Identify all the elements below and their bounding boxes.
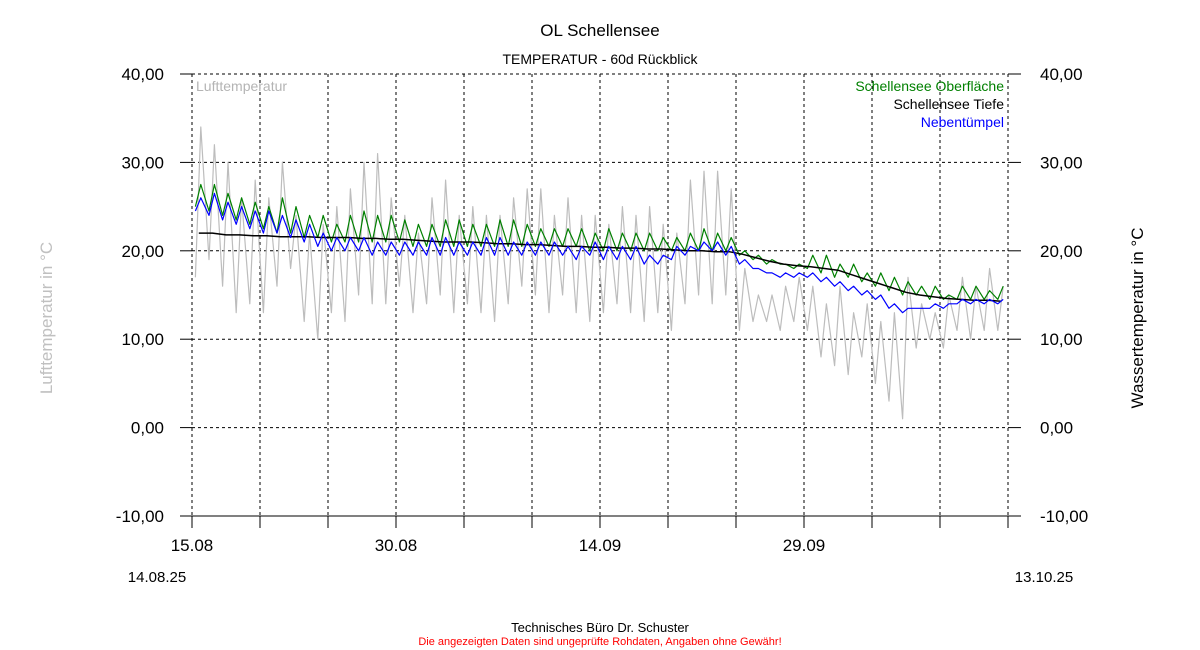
y-tick-label-left: 30,00 [121,153,164,172]
chart-subtitle: TEMPERATUR - 60d Rückblick [502,51,698,67]
y-tick-label-left: 10,00 [121,330,164,349]
legend-oberflaeche: Schellensee Oberfläche [855,78,1004,94]
x-tick-label: 29.09 [783,536,826,555]
series-lufttemperatur [194,126,1004,420]
start-date: 14.08.25 [128,569,186,586]
y-tick-label-left: 40,00 [121,65,164,84]
chart-title: OL Schellensee [540,21,659,40]
axes: 40,00 40,00 30,00 30,00 20,00 20,00 10,00 10,00… [116,65,1088,555]
y-tick-label-right: 30,00 [1040,153,1083,172]
x-tick-label: 30.08 [375,536,418,555]
y-tick-label-left: -10,00 [116,507,164,526]
y-tick-label-left: 20,00 [121,242,164,261]
legend-tiefe: Schellensee Tiefe [893,96,1004,112]
y-tick-label-right: 40,00 [1040,65,1083,84]
series-lines [194,126,1004,420]
y-axis-left-label: Lufttemperatur in °C [37,242,56,394]
x-tick-label: 14.09 [579,536,622,555]
series-nebent-mpel [194,192,1004,314]
y-tick-label-right: 0,00 [1040,419,1073,438]
grid [191,73,1009,517]
y-axis-right-label: Wassertemperatur in °C [1128,228,1147,409]
y-tick-label-left: 0,00 [131,419,164,438]
y-tick-label-right: 20,00 [1040,242,1083,261]
series-schellensee-tiefe [198,232,1002,302]
y-tick-label-right: -10,00 [1040,507,1088,526]
x-tick-label: 15.08 [171,536,214,555]
end-date: 13.10.25 [1015,569,1073,586]
legend-lufttemperatur: Lufttemperatur [196,78,287,94]
footer-company: Technisches Büro Dr. Schuster [511,620,689,635]
y-tick-label-right: 10,00 [1040,330,1083,349]
footer-disclaimer: Die angezeigten Daten sind ungeprüfte Ro… [418,636,781,648]
legend-nebentuempel: Nebentümpel [921,114,1004,130]
